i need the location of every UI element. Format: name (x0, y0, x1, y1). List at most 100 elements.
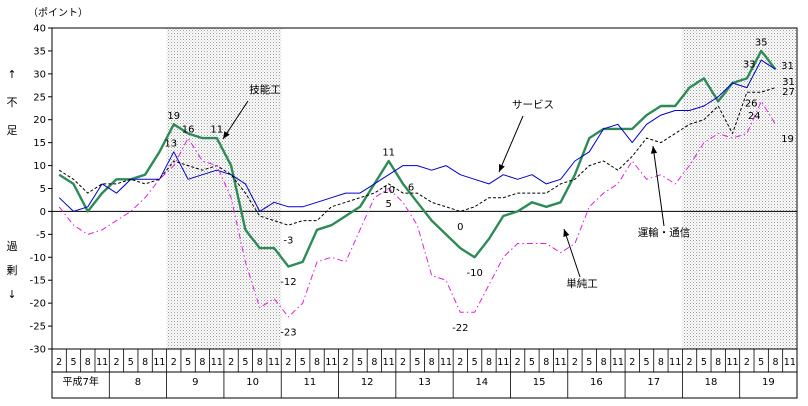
data-label: 10 (382, 185, 395, 196)
y-tick-label: 0 (40, 207, 46, 218)
x-month-label: 11 (440, 357, 452, 368)
x-month-label: 2 (171, 357, 177, 368)
x-month-label: 11 (612, 357, 624, 368)
shaded-period-1 (166, 28, 282, 349)
series-lines (58, 49, 777, 318)
series-line-1 (58, 49, 777, 268)
callout-label: サービス (512, 99, 554, 111)
y-tick-label: 35 (33, 46, 46, 57)
plot-border (51, 27, 798, 399)
x-month-label: 5 (586, 357, 592, 368)
x-month-label: 5 (70, 357, 76, 368)
shaded-period-2 (682, 28, 797, 349)
x-month-label: 2 (285, 357, 291, 368)
x-month-label: 8 (371, 357, 377, 368)
x-month-label: 5 (472, 357, 478, 368)
data-label: 11 (382, 147, 395, 158)
x-year-label: 16 (590, 377, 603, 388)
x-year-label: 18 (705, 377, 718, 388)
data-label: -12 (280, 277, 296, 288)
x-month-label: 2 (744, 357, 750, 368)
y-tick-label: -15 (30, 276, 46, 287)
x-month-label: 5 (242, 357, 248, 368)
x-month-label: 11 (784, 357, 796, 368)
x-month-label: 8 (142, 357, 148, 368)
x-year-label: 13 (418, 377, 431, 388)
y-unit-label: （ポイント） (28, 7, 88, 19)
x-month-label: 5 (758, 357, 764, 368)
y-axis-label-shortage: 不 (7, 96, 18, 109)
y-axis-label-surplus: 過 (7, 240, 18, 253)
x-month-label: 2 (56, 357, 62, 368)
callout-arrow-line (222, 100, 249, 140)
data-label: 31 (782, 77, 795, 88)
x-month-label: 5 (414, 357, 420, 368)
x-month-label: 8 (715, 357, 721, 368)
y-tick-label: 40 (33, 24, 46, 35)
data-label: 35 (755, 37, 768, 48)
x-month-label: 8 (199, 357, 205, 368)
x-month-label: 5 (357, 357, 363, 368)
x-year-label: 11 (304, 377, 317, 388)
series-line-2 (58, 59, 776, 212)
x-month-label: 11 (669, 357, 681, 368)
x-month-label: 8 (772, 357, 778, 368)
x-month-label: 11 (325, 357, 337, 368)
x-year-label: 9 (192, 377, 198, 388)
data-label: -3 (283, 236, 293, 247)
x-month-label: 8 (658, 357, 664, 368)
x-month-label: 2 (687, 357, 693, 368)
x-month-label: 11 (96, 357, 108, 368)
x-month-label: 5 (644, 357, 650, 368)
y-axis-label-shortage: ↑ (7, 68, 16, 81)
callout-label: 運輸・通信 (638, 226, 691, 239)
x-month-label: 2 (228, 357, 234, 368)
y-tick-label: -30 (30, 345, 46, 356)
callout-label: 技能工 (249, 83, 281, 96)
callout-arrow-head (223, 131, 230, 139)
x-year-label: 14 (475, 377, 488, 388)
y-tick-label: -20 (30, 299, 46, 310)
plot-frame (51, 27, 798, 399)
callout-arrow-line (563, 228, 581, 278)
data-label: 13 (164, 138, 177, 149)
x-month-label: 8 (543, 357, 549, 368)
data-label: 5 (385, 199, 391, 210)
data-label: 27 (782, 87, 795, 98)
x-month-label: 8 (429, 357, 435, 368)
x-month-label: 2 (343, 357, 349, 368)
callout-label: 単純工 (566, 277, 598, 290)
y-axis-label-surplus: ↓ (7, 288, 16, 301)
axes: 4035302520151050-5-10-15-20-25-30（ポイント）↑… (7, 7, 796, 388)
x-month-label: 5 (300, 357, 306, 368)
x-month-label: 5 (185, 357, 191, 368)
x-year-label: 19 (762, 377, 775, 388)
data-label: -10 (466, 268, 482, 279)
data-label: 16 (182, 125, 195, 136)
callout-arrow-head (650, 146, 658, 154)
x-month-label: 11 (497, 357, 509, 368)
series-line-3 (58, 87, 776, 226)
y-tick-label: -10 (30, 253, 46, 264)
x-month-label: 5 (529, 357, 535, 368)
x-month-label: 11 (555, 357, 567, 368)
x-month-label: 5 (128, 357, 134, 368)
x-year-label: 15 (533, 377, 546, 388)
data-label: 6 (408, 183, 414, 194)
data-label: 31 (781, 61, 794, 72)
y-tick-label: 30 (33, 69, 46, 80)
callout-arrow-line (498, 115, 524, 173)
data-label: 19 (167, 111, 180, 122)
x-month-label: 5 (701, 357, 707, 368)
x-month-label: 11 (383, 357, 395, 368)
series-line-4 (58, 100, 776, 318)
y-axis-label-shortage: 足 (7, 124, 18, 137)
x-month-label: 8 (257, 357, 263, 368)
x-month-label: 11 (268, 357, 280, 368)
y-tick-label: 15 (33, 138, 46, 149)
x-month-label: 8 (314, 357, 320, 368)
x-year-label: 12 (361, 377, 374, 388)
